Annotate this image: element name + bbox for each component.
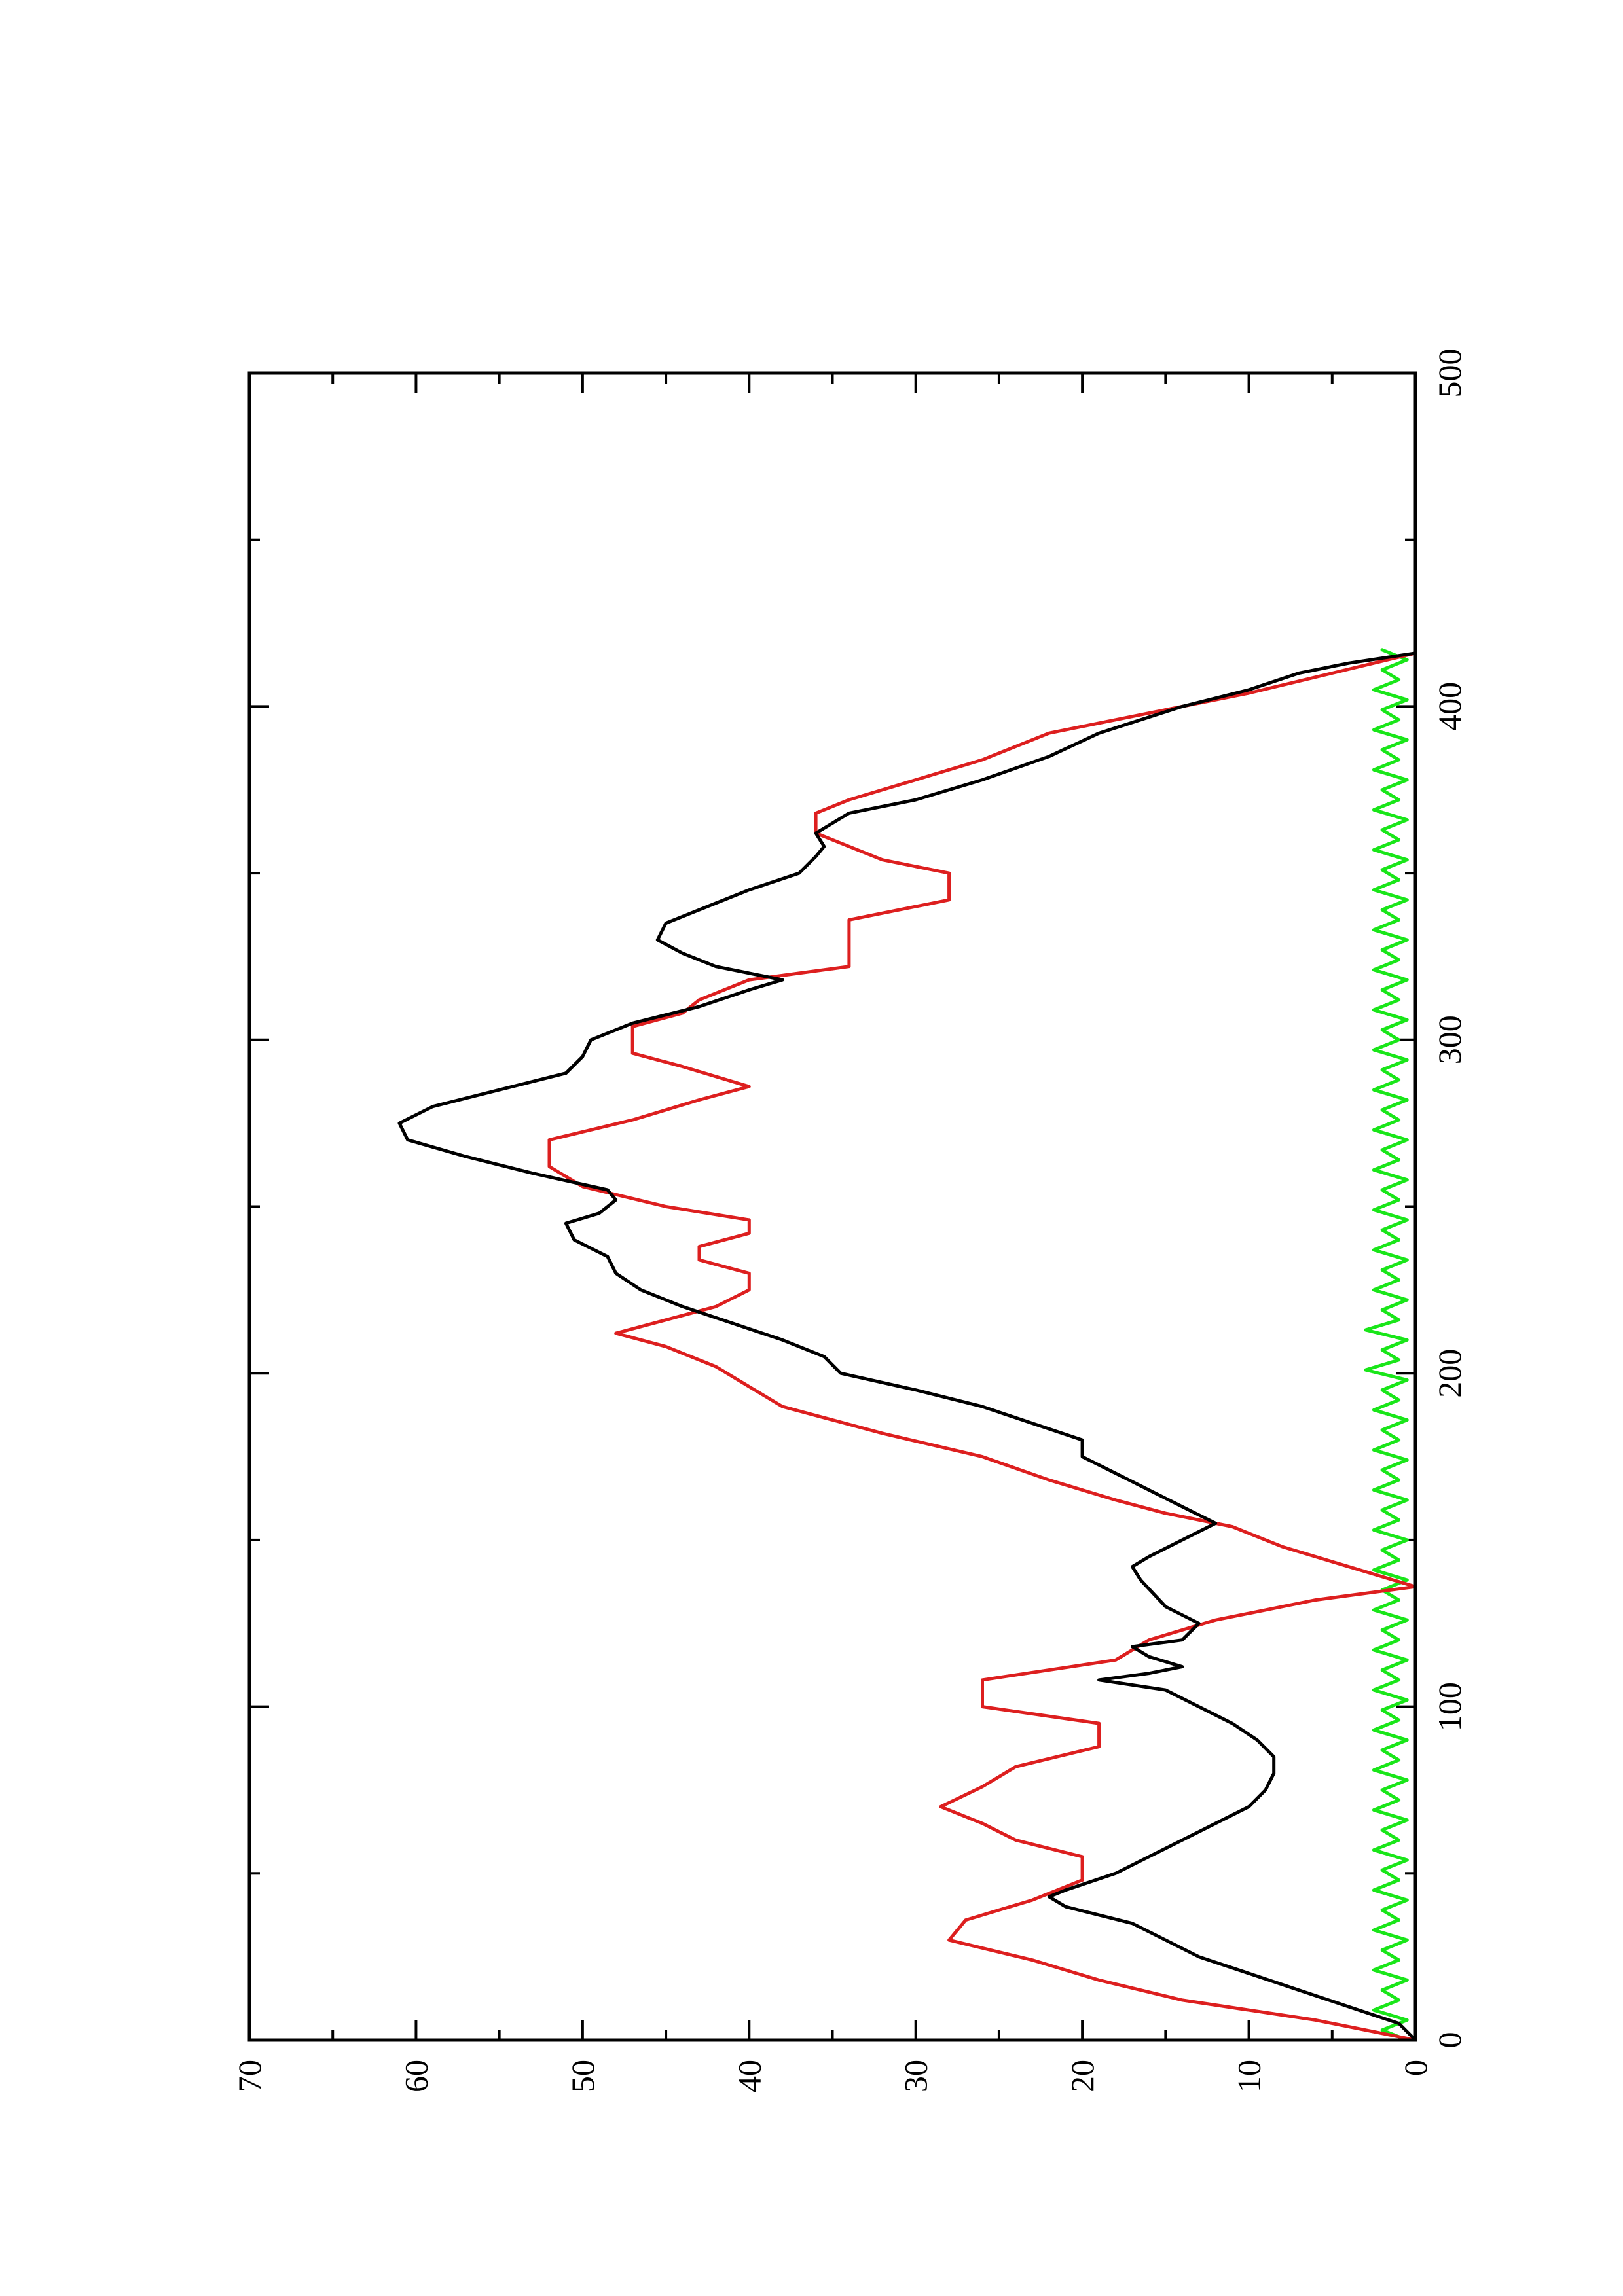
black-series-line [397, 651, 1417, 2042]
y-tick-label: 30 [898, 2060, 934, 2092]
y-tick-label: 60 [397, 2060, 434, 2092]
tick-label-layer: 0 100 200 300 400 500 0 10 20 30 40 50 60 70 [231, 349, 1468, 2093]
x-tick-label: 0 [1431, 2032, 1468, 2049]
y-tick-label: 70 [231, 2060, 268, 2092]
y-tick-label: 40 [731, 2060, 767, 2092]
series-layer [397, 648, 1417, 2042]
x-tick-label: 200 [1431, 1349, 1468, 1398]
y-tick-label: 20 [1064, 2060, 1101, 2092]
x-tick-label: 300 [1431, 1015, 1468, 1064]
plot-frame [247, 371, 1417, 2042]
y-tick-label: 0 [1397, 2060, 1434, 2076]
y-tick-label: 50 [564, 2060, 601, 2092]
red-series-line [547, 651, 1417, 2042]
x-tick-label: 400 [1431, 682, 1468, 731]
green-series-line [1364, 648, 1409, 2042]
x-tick-label: 500 [1431, 349, 1468, 398]
tick-layer [248, 372, 1417, 2041]
x-tick-label: 100 [1431, 1682, 1468, 1731]
y-tick-label: 10 [1231, 2060, 1267, 2092]
